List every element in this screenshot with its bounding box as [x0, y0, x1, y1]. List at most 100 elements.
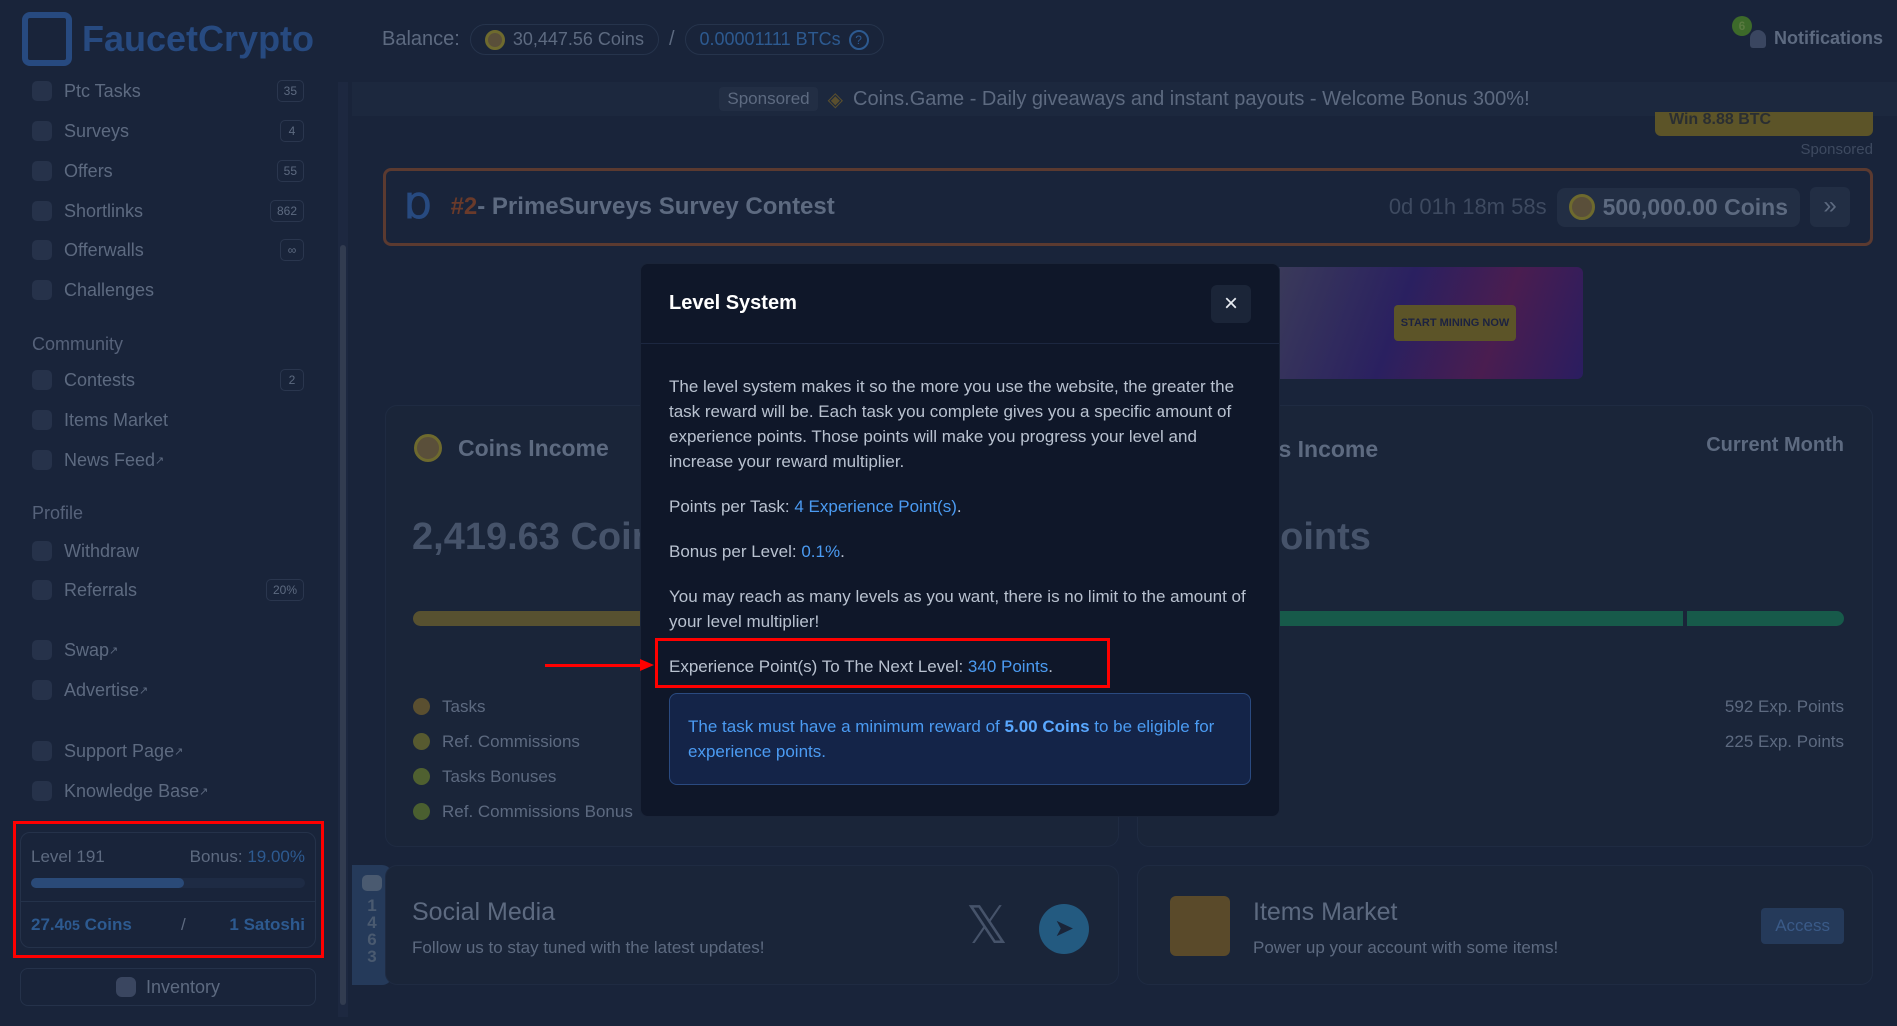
count-badge: 20% [265, 579, 304, 601]
note-value: 5.00 Coins [1004, 717, 1090, 736]
sponsored-bar[interactable]: Sponsored ◈ Coins.Game - Daily giveaways a… [352, 82, 1897, 116]
primesurveys-icon: Ɒ [406, 188, 433, 226]
sidebar-item-ptc-tasks[interactable]: Ptc Tasks 35 [32, 77, 304, 105]
contest-rank: #2 [450, 193, 478, 220]
scrollbar-thumb[interactable] [340, 245, 346, 1005]
modal-title: Level System [669, 292, 797, 314]
external-link-icon: ↗ [199, 785, 209, 798]
bonus-value: 19.00% [247, 847, 305, 866]
level-widget[interactable]: Level 191 Bonus: 19.00% 27.405 Coins / 1… [20, 832, 316, 948]
sidebar-item-referrals[interactable]: Referrals 20% [32, 576, 304, 604]
sidebar-item-label: Offerwalls [64, 239, 144, 260]
value: 0.1% [801, 542, 841, 561]
notifications-button[interactable]: 6 Notifications [1731, 15, 1883, 49]
coins-small: 05 [64, 918, 80, 934]
sidebar-item-shortlinks[interactable]: Shortlinks 862 [32, 197, 304, 225]
period-select[interactable]: Current Month [1706, 434, 1844, 456]
coins-main: 27.4 [31, 915, 65, 934]
sidebar-item-contests[interactable]: Contests 2 [32, 366, 304, 394]
knowledge-base-icon [32, 781, 52, 801]
inventory-button[interactable]: Inventory [20, 968, 316, 1006]
sidebar-item-swap[interactable]: Swap ↗ [32, 636, 304, 664]
sidebar-item-challenges[interactable]: Challenges [32, 276, 304, 304]
bonus-per-level: Bonus per Level: 0.1%. [669, 542, 845, 561]
section-community: Community [32, 334, 124, 354]
level-progress-fill [31, 878, 185, 888]
ptc-tasks-icon [32, 81, 52, 101]
inventory-label: Inventory [145, 976, 221, 997]
social-media-card: Social Media Follow us to stay tuned wit… [385, 865, 1119, 985]
surveys-icon [32, 121, 52, 141]
level-label: Level 191 [31, 847, 105, 866]
label: Experience Point(s) To The Next Level: [669, 657, 968, 676]
items-market-icon [32, 410, 52, 430]
sidebar-item-offerwalls[interactable]: Offerwalls ∞ [32, 236, 304, 264]
telegram-icon[interactable]: ➤ [1039, 904, 1089, 954]
count-badge: 2 [280, 369, 304, 391]
x-twitter-icon[interactable]: 𝕏 [966, 897, 1008, 955]
sidebar-item-news-feed[interactable]: News Feed ↗ [32, 446, 304, 474]
external-link-icon: ↗ [109, 644, 119, 657]
sidebar-item-label: Shortlinks [64, 200, 144, 221]
sidebar-item-items-market[interactable]: Items Market [32, 406, 304, 434]
sidebar-item-support-page[interactable]: Support Page ↗ [32, 737, 304, 765]
contest-prize: 500,000.00 Coins [1556, 187, 1800, 227]
contest-next-button[interactable]: » [1810, 187, 1850, 227]
sidebar-item-label: Ptc Tasks [64, 80, 141, 101]
sidebar-item-knowledge-base[interactable]: Knowledge Base ↗ [32, 777, 304, 805]
label: Bonus per Level: [669, 542, 802, 561]
legend-label: Ref. Commissions Bonus [442, 801, 633, 821]
sidebar-item-withdraw[interactable]: Withdraw [32, 537, 304, 565]
swap-icon [32, 640, 52, 660]
ad-cta[interactable]: START MINING NOW [1394, 305, 1516, 341]
highlight-box [655, 638, 1110, 688]
header: FaucetCrypto Balance: 30,447.56 Coins / … [0, 0, 1897, 80]
count-badge: 35 [276, 80, 304, 102]
ad-win-btc[interactable]: Win 8.88 BTC [1655, 112, 1873, 136]
level-coins: 27.405 Coins [31, 915, 132, 935]
prize-value: 500,000.00 Coins [1602, 193, 1788, 220]
contest-banner[interactable]: Ɒ #2 - PrimeSurveys Survey Contest 0d 01… [383, 168, 1873, 246]
shop-icon [1170, 896, 1230, 956]
shortlinks-icon [32, 201, 52, 221]
sidebar-item-offers[interactable]: Offers 55 [32, 157, 304, 185]
legend-item: Tasks [413, 689, 633, 724]
label: Points per Task: [669, 497, 795, 516]
count-badge: 862 [269, 200, 304, 222]
next-level-points: Experience Point(s) To The Next Level: 3… [669, 657, 1053, 676]
external-link-icon: ↗ [174, 745, 184, 758]
exp-value: 225 Exp. Points [1724, 732, 1844, 751]
sidebar-item-label: Offers [64, 160, 113, 181]
logo[interactable]: FaucetCrypto [22, 12, 314, 66]
coin-icon [484, 29, 505, 50]
contest-title: - PrimeSurveys Survey Contest [477, 193, 835, 220]
sidebar-item-label: Items Market [64, 409, 169, 430]
legend-item: Ref. Commissions Bonus [413, 794, 633, 829]
separator: / [668, 28, 675, 50]
help-icon[interactable]: ? [848, 29, 869, 50]
notification-badge: 6 [1731, 15, 1752, 36]
note-text: to be eligible for experience points. [688, 717, 1215, 761]
level-progress [31, 878, 305, 888]
close-button[interactable]: × [1211, 284, 1251, 323]
sidebar-item-label: Contests [64, 369, 136, 390]
access-button[interactable]: Access [1761, 908, 1844, 944]
sidebar-item-label: Challenges [64, 279, 155, 300]
level-satoshi: 1 Satoshi [229, 915, 305, 934]
ad-banner[interactable]: START MINING NOW [1279, 267, 1583, 379]
exp-value: 592 Exp. Points [1724, 697, 1844, 716]
value: 4 Experience Point(s) [794, 497, 957, 516]
balance: Balance: 30,447.56 Coins / 0.00001111 BT… [382, 24, 884, 55]
news-feed-icon [32, 450, 52, 470]
logo-icon [22, 12, 72, 66]
chat-icon [362, 875, 382, 891]
external-link-icon: ↗ [139, 684, 149, 697]
bag-icon [115, 977, 136, 997]
sidebar-item-surveys[interactable]: Surveys 4 [32, 117, 304, 145]
withdraw-icon [32, 541, 52, 561]
challenges-icon [32, 280, 52, 300]
coin-icon [414, 434, 442, 462]
social-title: Social Media [412, 898, 556, 926]
sidebar-item-advertise[interactable]: Advertise ↗ [32, 676, 304, 704]
logo-text: FaucetCrypto [82, 18, 315, 59]
